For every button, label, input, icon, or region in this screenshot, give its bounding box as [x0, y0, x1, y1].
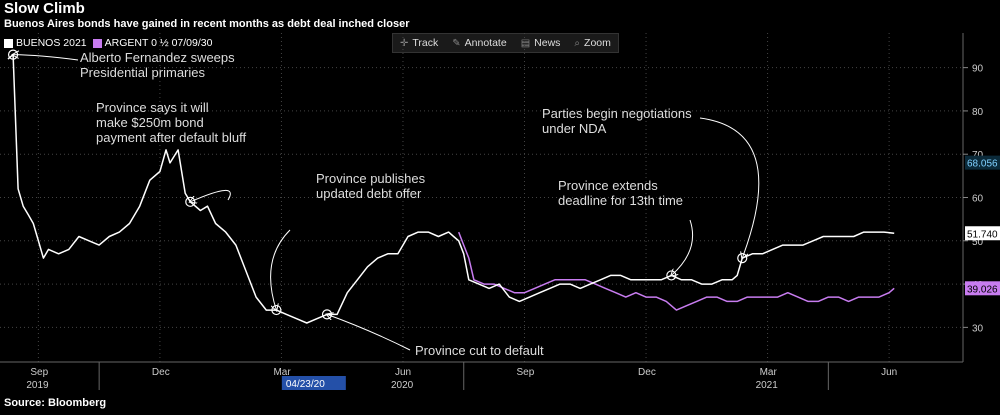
annotation-text: Province extends: [558, 178, 658, 193]
series2-value-tag-bg: [965, 281, 1000, 296]
series2-value-tag: 39.026: [967, 284, 998, 295]
x-tick-label: Mar: [273, 367, 291, 378]
legend: BUENOS 2021 ARGENT 0 ½ 07/09/30: [4, 37, 212, 49]
x-tick-label: Dec: [638, 367, 656, 378]
cursor-date-label: 04/23/20: [286, 379, 325, 390]
last-value-tags: 68.056 51.740 39.026: [965, 155, 1000, 296]
track-label: Track: [412, 37, 439, 49]
news-icon: ▤: [520, 37, 531, 49]
x-tick-label: Jun: [881, 367, 897, 378]
annotation-text: under NDA: [542, 121, 607, 136]
magnifier-icon: ⌕: [574, 37, 581, 49]
track-button[interactable]: ✛ Track: [393, 37, 445, 49]
y-tick-label: 50: [972, 237, 984, 248]
news-label: News: [534, 37, 561, 49]
annotation-text: Province publishes: [316, 171, 426, 186]
x-axis-ticks: Sep Dec Mar Jun Sep Dec Mar Jun 2019 2020 2021 04/2…: [26, 362, 897, 391]
legend-series2[interactable]: ARGENT 0 ½ 07/09/30: [92, 37, 213, 49]
gridlines: [0, 33, 963, 362]
fraction-glyph: ½: [159, 37, 169, 49]
annotation-text: Parties begin negotiations: [542, 106, 692, 121]
legend-series1[interactable]: BUENOS 2021: [4, 37, 87, 49]
legend-swatch-purple: [92, 38, 102, 48]
zoom-label: Zoom: [584, 37, 611, 49]
annotation-arrow: [190, 189, 231, 201]
chart-subtitle: Buenos Aires bonds have gained in recent…: [4, 18, 410, 30]
annotation-arrow: [327, 314, 411, 351]
legend-series2-suffix: 07/09/30: [171, 37, 213, 49]
x-tick-label: Jun: [395, 367, 411, 378]
zoom-button[interactable]: ⌕ Zoom: [567, 37, 617, 49]
series1-value-tag-bg: [965, 226, 1000, 241]
annotation-arrows: [13, 55, 760, 351]
annotation-arrow: [699, 117, 760, 258]
series-line: [7, 53, 895, 324]
y-tick-label: 90: [972, 64, 984, 75]
x-tick-label: Mar: [760, 367, 778, 378]
annotation-text: updated debt offer: [316, 186, 422, 201]
source-note: Source: Bloomberg: [4, 397, 107, 409]
annotation-text: payment after default bluff: [96, 130, 246, 145]
annotation-text: deadline for 13th time: [558, 193, 683, 208]
annotation-text: Province says it will: [96, 100, 209, 115]
legend-swatch-white: [4, 38, 13, 48]
chart-toolbar: ✛ Track ✎ Annotate ▤ News ⌕ Zoom: [392, 33, 619, 53]
year-label: 2021: [756, 380, 779, 391]
y-tick-label: 30: [972, 323, 984, 334]
year-label: 2019: [26, 380, 49, 391]
x-tick-label: Sep: [30, 367, 48, 378]
y-tick-label: 60: [972, 194, 984, 205]
annotate-label: Annotate: [464, 37, 507, 49]
crosshair-icon: ✛: [400, 37, 409, 49]
series-lines: [7, 53, 895, 324]
legend-series2-label: ARGENT 0: [104, 37, 157, 49]
annotation-arrow: [270, 229, 291, 310]
annotation-text: Province cut to default: [415, 343, 544, 358]
annotate-button[interactable]: ✎ Annotate: [445, 37, 513, 49]
legend-series1-label: BUENOS 2021: [16, 37, 87, 49]
annotation-text: Alberto Fernandez sweeps: [80, 50, 235, 65]
news-button[interactable]: ▤ News: [514, 37, 568, 49]
x-tick-label: Sep: [517, 367, 535, 378]
annotation-text: Presidential primaries: [80, 65, 205, 80]
series1-value-tag: 51.740: [967, 229, 998, 240]
chart-title: Slow Climb: [4, 0, 85, 17]
annotation-text: make $250m bond: [96, 115, 204, 130]
annotation-arrow: [13, 55, 79, 61]
x-tick-label: Dec: [152, 367, 170, 378]
cursor-date-box: [281, 376, 346, 390]
year-label: 2020: [391, 380, 414, 391]
y-tick-label: 80: [972, 107, 984, 118]
marker-value-tag-bg: [965, 155, 1000, 170]
pencil-icon: ✎: [452, 37, 461, 49]
series-line: [457, 231, 895, 311]
marker-value-tag: 68.056: [967, 159, 998, 170]
annotation-arrow: [671, 219, 694, 275]
